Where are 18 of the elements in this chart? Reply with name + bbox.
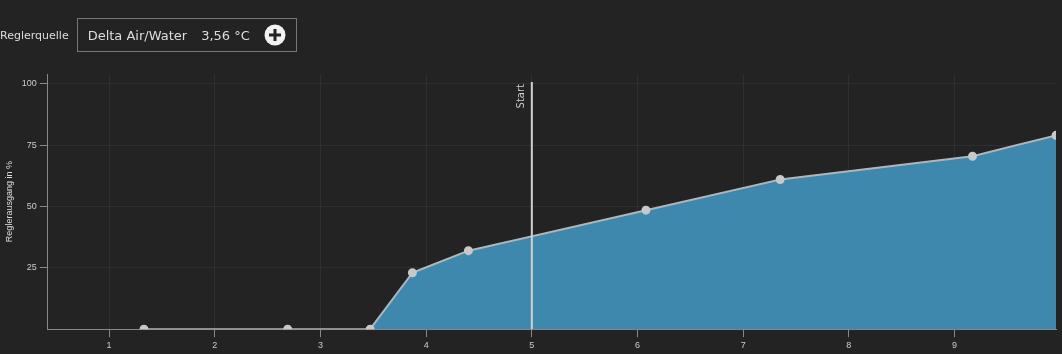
x-tick-label: 1 [106,340,112,351]
x-tick-label: 9 [952,340,958,351]
x-tick-label: 7 [740,340,746,351]
x-tick-label: 5 [529,340,535,351]
x-tick-label: 8 [846,340,852,351]
text: 3,56 °C [201,27,250,43]
y-tick-label: 100 [21,78,37,89]
y-axis-title: Reglerausgang in % [3,161,14,243]
x-tick-label: 4 [423,340,429,351]
x-tick-label: 2 [212,340,218,351]
ref-line-label: Start [515,83,527,109]
text: Reglerquelle [0,28,69,42]
x-tick-label: 6 [635,340,641,351]
x-tick-label: 3 [317,340,323,351]
y-tick-label: 75 [26,139,37,150]
y-tick-label: 25 [26,262,37,273]
text: Delta Air/Water [87,27,188,43]
y-tick-label: 50 [26,200,37,211]
